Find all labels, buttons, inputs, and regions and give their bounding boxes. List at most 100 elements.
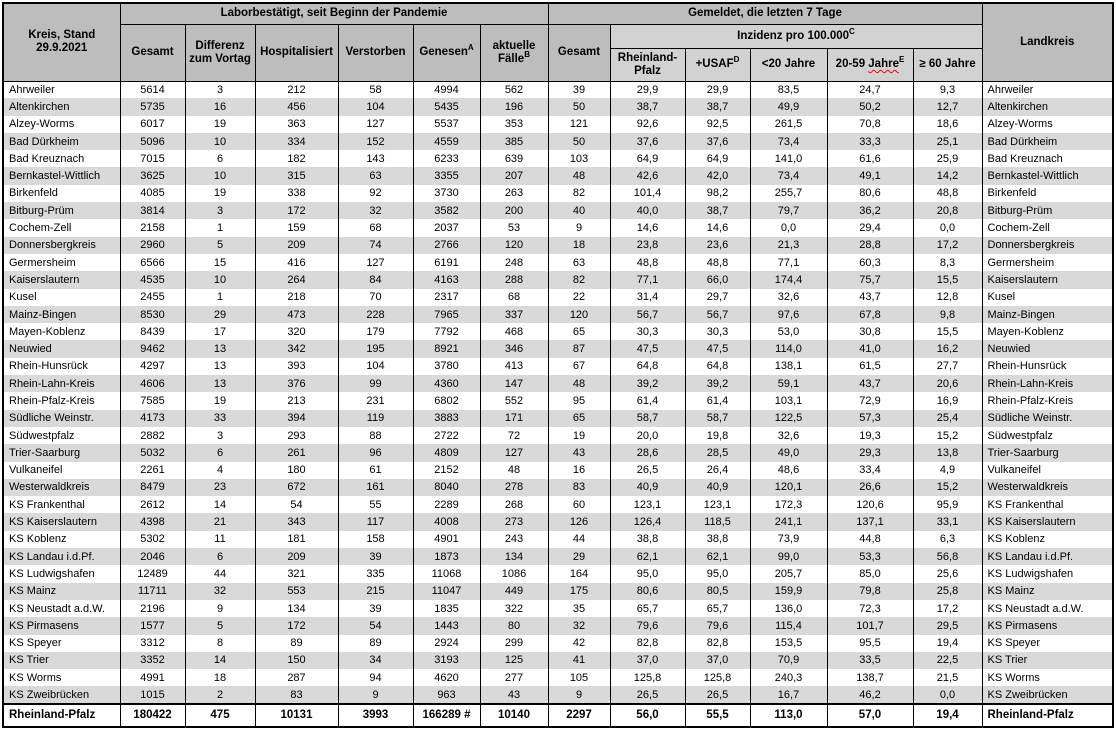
cell-value: 9 [184,599,256,618]
cell-value: 123,1 [609,496,686,514]
cell-value: 337 [479,305,549,324]
table-row: Bitburg-Prüm 3814 3 172 32 3582 200 40 4… [2,202,1114,220]
cell-value: 287 [254,669,339,687]
cell-value: 1015 [119,686,186,704]
cell-value: 40,9 [609,478,686,497]
cell-value: 338 [254,184,339,203]
cell-value: 89 [254,634,339,652]
cell-value: 92 [337,184,414,203]
cell-value: 181 [254,530,339,549]
cell-value: 3193 [412,651,481,670]
cell-value: 39 [337,548,414,566]
cell-value: 16,2 [912,340,983,358]
cell-value: 11 [184,530,256,549]
cell-value: 2289 [412,496,481,514]
total-cell-landkreis: Rheinland-Pfalz [981,702,1114,728]
cell-value: 26,5 [609,461,686,479]
cell-landkreis: Trier-Saarburg [981,444,1114,462]
cell-value: 17,2 [912,236,983,254]
cell-value: 33,1 [912,513,983,531]
cell-value: 150 [254,651,339,670]
cell-value: 72 [479,426,549,445]
cell-value: 59,1 [749,375,828,393]
cell-value: 56,7 [684,305,751,324]
table-row: Germersheim 6566 15 416 127 6191 248 63 … [2,253,1114,272]
cell-landkreis: KS Mainz [981,582,1114,600]
cell-landkreis: KS Neustadt a.d.W. [981,599,1114,618]
cell-value: 4 [184,461,256,479]
cell-value: 343 [254,513,339,531]
cell-value: 15,2 [912,478,983,497]
cell-value: 49,0 [749,444,828,462]
cell-value: 64,8 [609,357,686,376]
cell-value: 10 [184,167,256,185]
cell-value: 11068 [412,565,481,583]
cell-value: 18 [547,236,611,254]
cell-value: 7015 [119,150,186,168]
table-row: KS Landau i.d.Pf. 2046 6 209 39 1873 134… [2,548,1114,566]
cell-value: 19 [547,426,611,445]
cell-value: 14 [184,651,256,670]
total-cell-value: 56,0 [609,702,686,728]
cell-value: 48,6 [749,461,828,479]
cell-value: 1 [184,288,256,306]
cell-value: 55 [337,496,414,514]
cell-value: 29,7 [684,288,751,306]
cell-value: 101,7 [826,617,914,635]
cell-value: 195 [337,340,414,358]
cell-value: 80,6 [609,582,686,600]
cell-value: 83 [254,686,339,704]
cell-value: 213 [254,392,339,410]
cell-value: 299 [479,634,549,652]
cell-value: 334 [254,132,339,151]
cell-value: 65 [547,409,611,427]
cell-value: 56,8 [912,548,983,566]
cell-value: 6 [184,548,256,566]
table-row: Bad Kreuznach 7015 6 182 143 6233 639 10… [2,150,1114,168]
cell-value: 2924 [412,634,481,652]
cell-value: 394 [254,409,339,427]
cell-value: 172 [254,617,339,635]
cell-value: 60,3 [826,253,914,272]
cell-value: 126,4 [609,513,686,531]
cell-value: 243 [479,530,549,549]
cell-value: 3 [184,426,256,445]
group-header-laborbestaetigt: Laborbestätigt, seit Beginn der Pandemie [119,2,549,25]
cell-kreis: Bitburg-Prüm [2,202,121,220]
cell-value: 16 [184,98,256,116]
cell-value: 171 [479,409,549,427]
table-row: KS Mainz 11711 32 553 215 11047 449 175 … [2,582,1114,600]
cell-value: 97,6 [749,305,828,324]
cell-value: 54 [337,617,414,635]
cell-kreis: KS Speyer [2,634,121,652]
cell-value: 6017 [119,115,186,133]
cell-value: 115,4 [749,617,828,635]
cell-value: 48 [479,461,549,479]
cell-value: 92,6 [609,115,686,133]
cell-value: 13,8 [912,444,983,462]
cell-value: 95 [547,392,611,410]
cell-value: 63 [337,167,414,185]
cell-value: 14,6 [684,219,751,237]
group-header-gemeldet-7-tage: Gemeldet, die letzten 7 Tage [547,2,983,25]
cell-kreis: KS Koblenz [2,530,121,549]
cell-kreis: Rhein-Lahn-Kreis [2,375,121,393]
cell-value: 147 [479,375,549,393]
cell-value: 79,8 [826,582,914,600]
cell-value: 123,1 [684,496,751,514]
cell-value: 44 [547,530,611,549]
cell-value: 60 [547,496,611,514]
cell-value: 99 [337,375,414,393]
cell-kreis: KS Kaiserslautern [2,513,121,531]
cell-value: 320 [254,323,339,341]
cell-value: 3355 [412,167,481,185]
cell-value: 39,2 [684,375,751,393]
cell-value: 0,0 [912,219,983,237]
cell-value: 48,8 [609,253,686,272]
cell-value: 8921 [412,340,481,358]
cell-kreis: Altenkirchen [2,98,121,116]
cell-value: 61 [337,461,414,479]
cell-value: 2766 [412,236,481,254]
cell-value: 26,5 [684,686,751,704]
cell-value: 6191 [412,253,481,272]
